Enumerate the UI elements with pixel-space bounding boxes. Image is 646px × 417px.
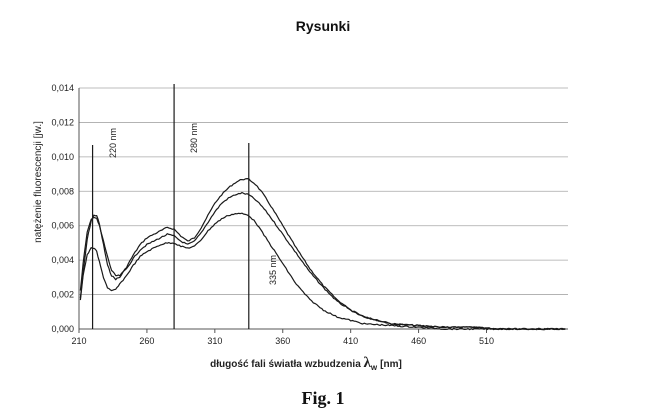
y-tick-label: 0,002: [51, 290, 74, 300]
x-axis-title: długość fali światła wzbudzenia λw [nm]: [210, 355, 402, 372]
x-tick-label: 360: [275, 336, 290, 346]
y-tick-label: 0,008: [51, 186, 74, 196]
x-axis-title-lambda: λ: [364, 355, 372, 371]
y-axis-title: natężenie fluorescencji [jw.]: [33, 121, 44, 243]
x-axis-title-unit: [nm]: [380, 359, 402, 370]
x-axis-title-subscript: w: [370, 363, 378, 372]
reference-line-label-335: 335 nm: [268, 255, 278, 285]
spectrum-series-1: [79, 178, 566, 331]
x-tick-label: 210: [71, 336, 86, 346]
reference-line-label-280: 280 nm: [189, 123, 199, 153]
y-tick-label: 0,010: [51, 152, 74, 162]
x-tick-label: 410: [343, 336, 358, 346]
chart-series: [79, 178, 566, 331]
reference-line-label-220: 220 nm: [108, 128, 118, 158]
x-tick-label: 460: [411, 336, 426, 346]
x-tick-label: 310: [207, 336, 222, 346]
x-tick-label: 260: [139, 336, 154, 346]
y-tick-label: 0,006: [51, 221, 74, 231]
spectrum-series-3: [79, 212, 566, 331]
y-tick-label: 0,012: [51, 117, 74, 127]
chart-tick-labels: 0,000 0,002 0,004 0,006 0,008 0,010 0,012 0,014…: [51, 83, 494, 346]
chart-grid: [79, 87, 568, 295]
y-tick-label: 0,014: [51, 83, 74, 93]
x-tick-label: 510: [479, 336, 494, 346]
x-axis-title-text: długość fali światła wzbudzenia: [210, 359, 361, 370]
y-tick-label: 0,000: [51, 324, 74, 334]
figure-caption: Fig. 1: [301, 388, 345, 408]
page-heading: Rysunki: [295, 18, 351, 34]
chart-reference-lines: 220 nm 280 nm 335 nm: [91, 84, 278, 329]
y-tick-label: 0,004: [51, 255, 74, 265]
chart-axes: [78, 88, 568, 333]
